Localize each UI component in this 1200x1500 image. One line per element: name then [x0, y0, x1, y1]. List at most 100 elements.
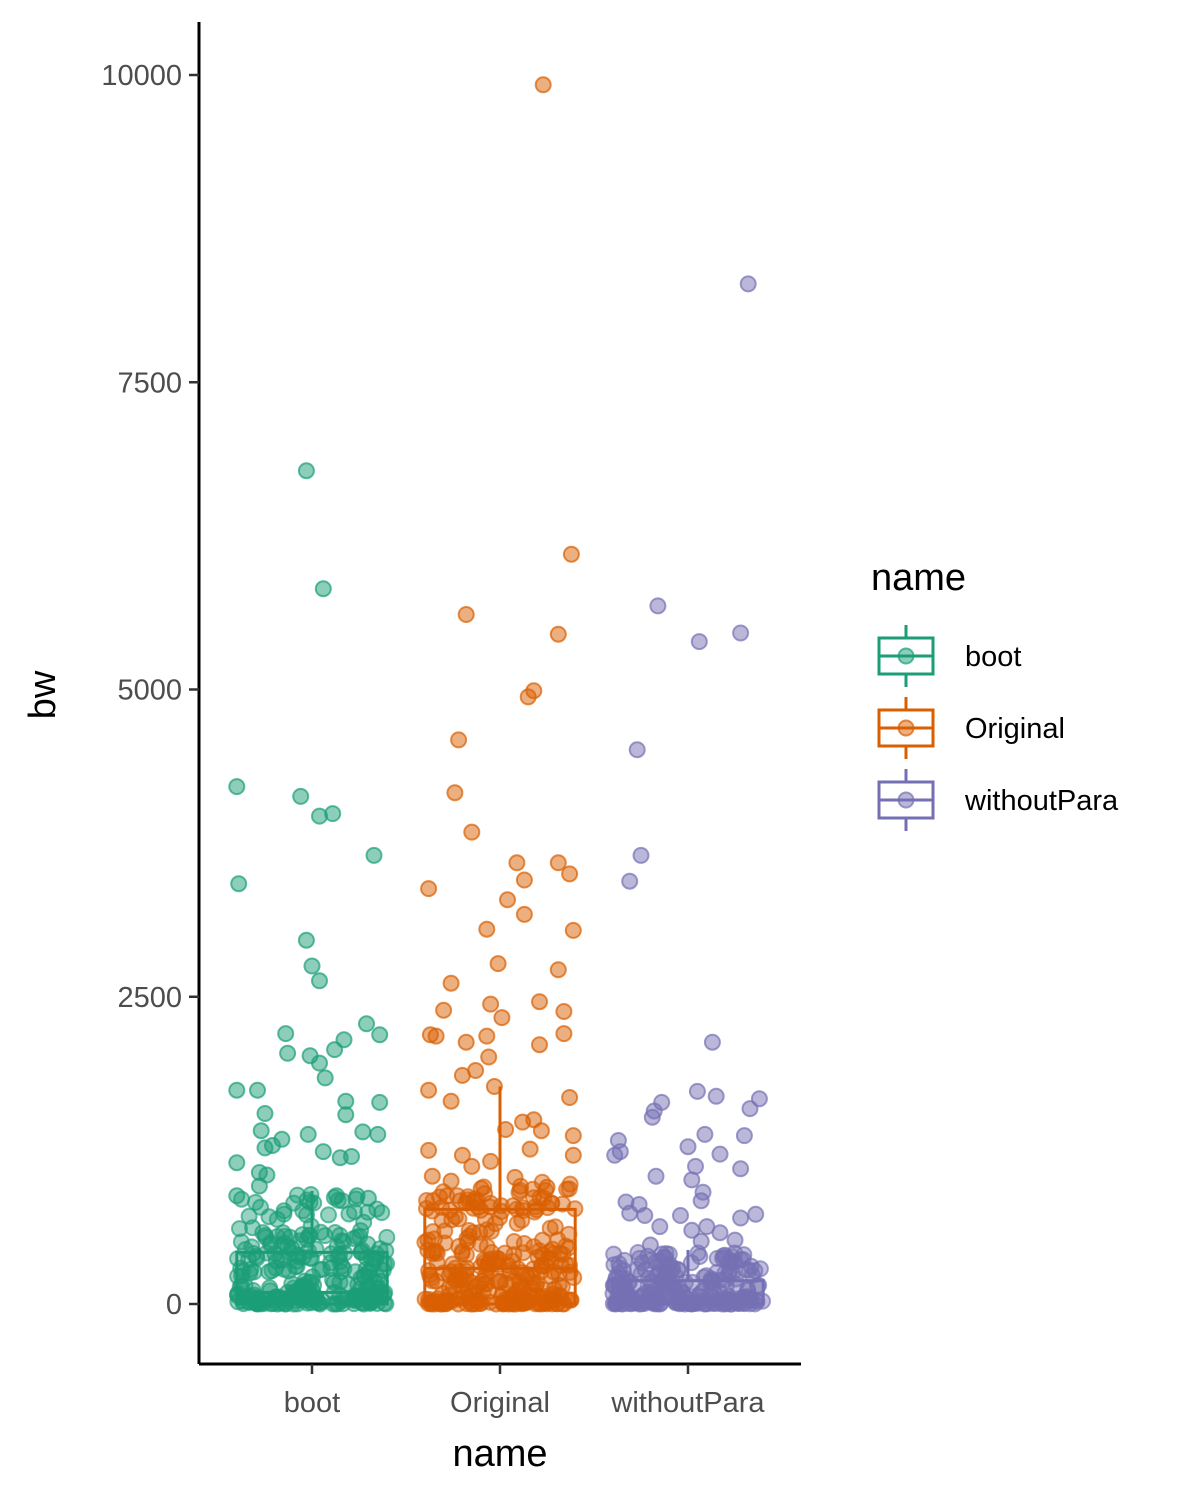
x-axis-title: name — [452, 1433, 547, 1475]
series-original — [416, 76, 584, 1313]
data-point — [557, 1237, 575, 1255]
data-point — [427, 1242, 445, 1260]
data-point — [371, 1093, 389, 1111]
data-point — [427, 1027, 445, 1045]
data-point — [256, 1105, 274, 1122]
data-point — [243, 1238, 261, 1256]
data-point — [499, 891, 516, 909]
y-tick-label: 7500 — [117, 367, 182, 399]
data-point — [289, 1186, 306, 1204]
data-point — [442, 1092, 460, 1110]
data-point — [711, 1145, 729, 1163]
data-point — [647, 1167, 665, 1185]
data-point — [303, 957, 321, 975]
data-point — [672, 1207, 689, 1224]
data-point — [564, 921, 582, 939]
data-point — [621, 1204, 639, 1222]
legend-label: boot — [965, 641, 1021, 673]
data-point — [480, 1048, 498, 1066]
data-point — [732, 1209, 750, 1227]
data-point — [450, 1271, 467, 1289]
data-point — [606, 1146, 624, 1164]
data-point — [359, 1189, 377, 1207]
data-point — [471, 1223, 489, 1241]
data-point — [732, 1160, 750, 1178]
data-point — [375, 1286, 393, 1303]
data-point — [320, 1206, 337, 1224]
data-point — [621, 872, 639, 890]
data-point — [427, 1272, 445, 1290]
data-point — [354, 1123, 372, 1141]
data-point — [446, 784, 464, 802]
data-point — [240, 1207, 258, 1225]
data-point — [299, 1242, 317, 1260]
data-point — [250, 1177, 268, 1195]
data-point — [463, 1157, 481, 1175]
data-point — [478, 1027, 496, 1045]
data-point — [312, 1223, 330, 1241]
boxplot-withoutpara — [611, 1249, 765, 1306]
data-point — [313, 1260, 331, 1278]
data-point — [316, 1069, 334, 1087]
data-point — [739, 275, 757, 293]
y-axis-title: bw — [22, 670, 64, 719]
data-point — [610, 1255, 628, 1273]
data-point — [508, 1214, 526, 1232]
data-point — [311, 972, 328, 990]
data-point — [292, 787, 310, 805]
data-point — [546, 1218, 564, 1236]
data-point — [324, 805, 342, 823]
data-point — [622, 1289, 640, 1307]
data-point — [660, 1287, 678, 1305]
data-point — [514, 1113, 532, 1131]
data-point — [534, 76, 552, 94]
data-point — [534, 1231, 551, 1249]
data-point — [532, 1122, 550, 1140]
data-point — [679, 1138, 697, 1156]
data-point — [696, 1125, 714, 1143]
box-iqr — [423, 1207, 577, 1306]
data-point — [564, 1127, 582, 1145]
data-point — [256, 1139, 274, 1157]
data-point — [688, 1082, 706, 1100]
data-point — [726, 1231, 744, 1249]
data-point — [373, 1204, 391, 1222]
data-point — [641, 1236, 659, 1254]
data-point — [555, 1025, 573, 1043]
x-tick-label: withoutPara — [610, 1387, 765, 1419]
data-point — [549, 625, 567, 643]
data-point — [711, 1224, 729, 1242]
x-tick-label: Original — [450, 1387, 550, 1419]
data-point — [314, 580, 332, 598]
data-point — [228, 1081, 246, 1099]
data-point — [335, 1031, 353, 1049]
data-point — [605, 1245, 623, 1263]
x-axis-ticks: boot Original withoutPara — [284, 1364, 765, 1419]
data-point — [695, 1268, 713, 1286]
series-withoutpara — [604, 275, 771, 1313]
data-point — [549, 854, 567, 872]
data-point — [297, 462, 315, 480]
data-point — [493, 1009, 511, 1027]
data-point — [311, 1054, 328, 1072]
data-point — [628, 741, 646, 759]
data-point — [285, 1194, 303, 1212]
data-point — [279, 1044, 297, 1062]
data-point — [632, 846, 650, 864]
data-point — [531, 993, 548, 1011]
data-point — [703, 1033, 721, 1051]
data-point — [525, 1287, 543, 1305]
x-tick-label: boot — [284, 1387, 340, 1419]
data-point — [424, 1223, 442, 1241]
data-point — [450, 731, 468, 749]
data-point — [643, 1108, 661, 1126]
data-point — [651, 1218, 669, 1236]
data-point — [249, 1081, 266, 1099]
data-point — [459, 1188, 477, 1206]
data-point — [457, 1033, 475, 1051]
data-point — [690, 633, 708, 651]
data-point — [508, 854, 526, 872]
data-point — [485, 1078, 503, 1095]
legend-title: name — [871, 557, 966, 599]
data-point — [509, 1282, 527, 1300]
